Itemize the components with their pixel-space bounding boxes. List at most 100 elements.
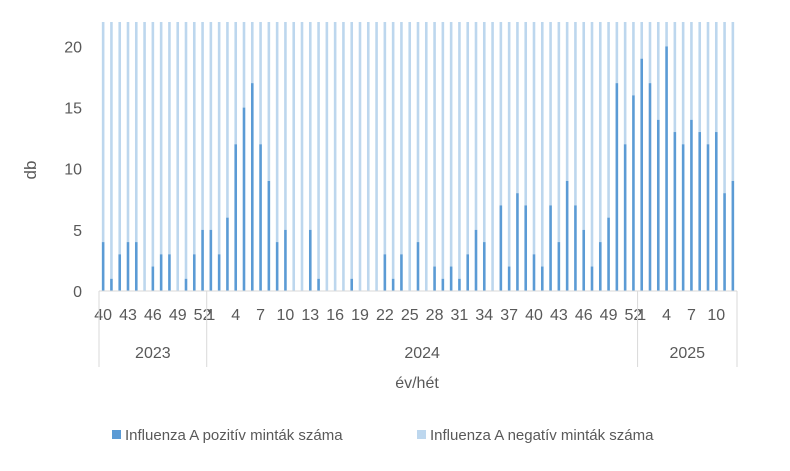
bar-negative: [317, 22, 320, 279]
x-tick-label: 19: [351, 307, 369, 324]
bar-positive: [134, 242, 138, 291]
bar-negative: [433, 22, 436, 267]
bar-negative: [499, 22, 503, 206]
bar-positive: [499, 205, 503, 291]
x-axis: 40 43 46 49 521 4 7 10 13 16 19 22 25 28 31 34 37 40 43 46 4…: [94, 290, 738, 367]
bar-negative: [656, 22, 660, 120]
x-tick-label: 4: [231, 307, 240, 324]
bar-negative: [574, 22, 577, 206]
bar-positive: [433, 266, 436, 291]
bar-positive: [209, 229, 213, 291]
bar-positive: [449, 266, 453, 291]
x-axis-title: év/hét: [395, 375, 439, 392]
bar-positive: [590, 266, 594, 291]
bar-positive: [582, 229, 586, 291]
bar-negative: [549, 22, 552, 206]
bar-negative: [424, 22, 428, 291]
x-tick-label: 46: [144, 307, 162, 324]
bar-positive: [648, 83, 652, 292]
bar-negative: [507, 22, 511, 267]
bar-negative: [300, 22, 304, 291]
bar-positive: [226, 217, 229, 291]
bar-negative: [681, 22, 685, 145]
bar-positive: [731, 180, 735, 291]
year-label: 2024: [404, 345, 440, 362]
bar-negative: [714, 22, 718, 133]
bar-negative: [441, 22, 445, 279]
bar-negative: [176, 22, 180, 291]
bar-positive: [234, 144, 238, 291]
bar-positive: [665, 46, 668, 291]
bar-positive: [118, 254, 122, 291]
bar-positive: [101, 242, 105, 291]
bar-negative: [134, 22, 138, 243]
y-tick-label: 0: [73, 284, 82, 301]
x-tick-label: 1: [637, 307, 646, 324]
bar-positive: [192, 254, 196, 291]
y-axis-ticks: 0 5 10 15 20: [64, 39, 82, 301]
bars-group: [101, 22, 735, 292]
bar-positive: [217, 254, 221, 291]
bar-positive: [507, 266, 511, 291]
x-tick-label: 40: [525, 307, 543, 324]
bar-negative: [217, 22, 221, 255]
bar-negative: [673, 22, 677, 133]
bar-negative: [192, 22, 196, 255]
bar-positive: [110, 278, 113, 291]
bar-negative: [648, 22, 652, 84]
bar-negative: [458, 22, 461, 279]
year-label: 2023: [135, 345, 171, 362]
x-tick-label: 46: [575, 307, 593, 324]
bar-positive: [284, 229, 287, 291]
x-tick-label: 22: [376, 307, 394, 324]
bar-negative: [333, 22, 337, 291]
bar-negative: [482, 22, 486, 243]
y-tick-label: 10: [64, 162, 82, 179]
bar-negative: [598, 22, 602, 243]
bar-positive: [482, 242, 486, 291]
bar-positive: [474, 229, 478, 291]
bar-negative: [126, 22, 130, 243]
bar-positive: [242, 107, 246, 291]
x-tick-label: 13: [301, 307, 319, 324]
bar-negative: [209, 22, 213, 230]
bar-negative: [540, 22, 544, 267]
bar-negative: [151, 22, 155, 267]
bar-negative: [466, 22, 470, 255]
bar-positive: [168, 254, 171, 291]
bar-negative: [292, 22, 296, 291]
x-tick-label: 28: [426, 307, 444, 324]
x-tick-label: 49: [169, 307, 187, 324]
bar-negative: [168, 22, 171, 255]
bar-positive: [201, 229, 204, 291]
bar-positive: [391, 278, 395, 291]
x-tick-label: 40: [94, 307, 112, 324]
bar-negative: [640, 22, 644, 59]
bar-negative: [275, 22, 279, 243]
bar-negative: [400, 22, 403, 255]
bar-negative: [532, 22, 536, 255]
bar-positive: [383, 254, 387, 291]
bar-positive: [126, 242, 130, 291]
bar-positive: [673, 132, 677, 291]
bar-positive: [275, 242, 279, 291]
bar-positive: [690, 119, 693, 292]
bar-positive: [350, 278, 354, 291]
x-tick-label: 10: [707, 307, 725, 324]
bar-negative: [416, 22, 420, 243]
legend: Influenza A pozitív minták száma Influen…: [112, 427, 654, 444]
bar-negative: [557, 22, 561, 243]
bar-positive: [267, 180, 271, 291]
bar-negative: [491, 22, 494, 291]
bar-positive: [416, 242, 420, 291]
x-tick-label: 37: [500, 307, 518, 324]
bar-negative: [698, 22, 702, 133]
bar-negative: [308, 22, 312, 230]
bar-negative: [201, 22, 204, 230]
bar-negative: [350, 22, 354, 279]
bar-positive: [615, 83, 619, 292]
bar-negative: [259, 22, 262, 145]
x-tick-label: 1: [206, 307, 215, 324]
